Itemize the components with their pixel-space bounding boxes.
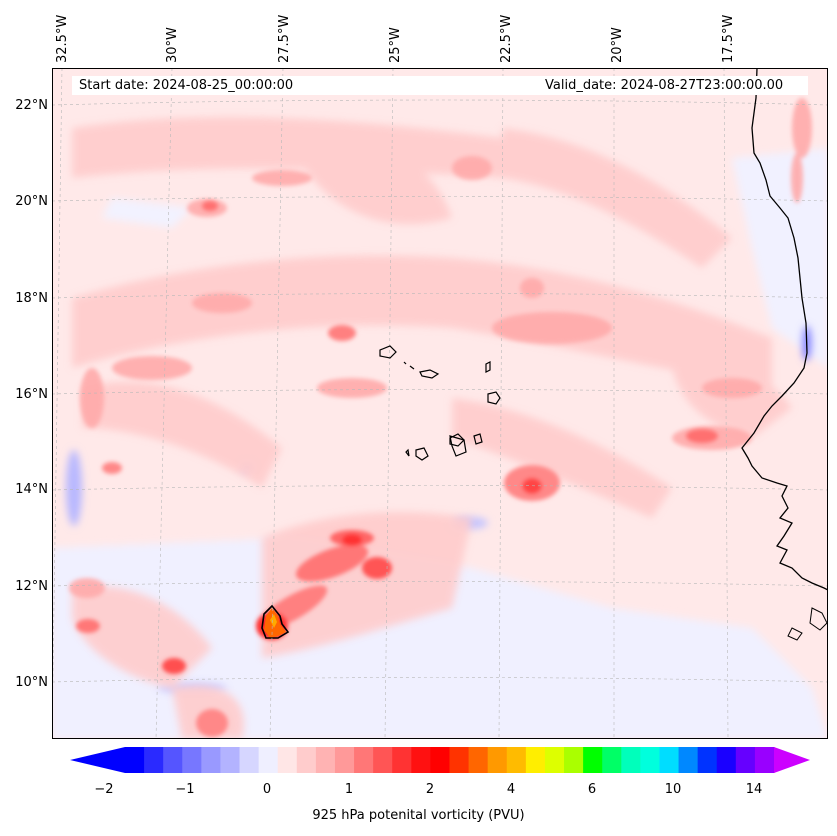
colorbar-cell <box>125 747 145 773</box>
colorbar-cell <box>697 747 718 773</box>
colorbar-cell <box>525 747 546 773</box>
colorbar-extend-min <box>70 747 125 773</box>
colorbar-cell <box>659 747 680 773</box>
colorbar <box>70 747 810 773</box>
start-date-label: Start date: 2024-08-25_00:00:00 <box>79 78 294 93</box>
colorbar-extend-max <box>774 747 810 773</box>
lat-tick-label: 18°N <box>15 291 48 306</box>
info-banner <box>72 76 808 95</box>
cape-verde-islands <box>379 345 501 461</box>
lon-tick-label: 27.5°W <box>277 14 292 63</box>
colorbar-cell <box>640 747 661 773</box>
colorbar-cell <box>373 747 393 773</box>
african-coastline <box>741 68 828 591</box>
colorbar-cell <box>449 747 470 773</box>
lat-tick-label: 12°N <box>15 579 48 594</box>
lon-tick-label: 20°W <box>610 27 625 63</box>
colorbar-cell <box>239 747 260 773</box>
colorbar-cell <box>564 747 584 773</box>
lat-tick-label: 22°N <box>15 98 48 113</box>
lat-tick-label: 14°N <box>15 482 48 497</box>
colorbar-tick: 14 <box>745 782 763 797</box>
colorbar-cell <box>315 747 336 773</box>
colorbar-tick: 2 <box>425 782 435 797</box>
colorbar-cell <box>678 747 699 773</box>
colorbar-cell <box>583 747 603 773</box>
medium-pv-streaks <box>69 98 812 598</box>
colorbar-label: 925 hPa potenital vorticity (PVU) <box>312 808 525 823</box>
lat-tick-label: 16°N <box>15 387 48 402</box>
colorbar-tick: −2 <box>94 782 114 797</box>
colorbar-tick: 1 <box>344 782 354 797</box>
colorbar-cell <box>277 747 298 773</box>
colorbar-cell <box>144 747 164 773</box>
colorbar-cell <box>258 747 279 773</box>
colorbar-cell <box>621 747 641 773</box>
colorbar-cell <box>354 747 374 773</box>
colorbar-cell <box>334 747 355 773</box>
lon-tick-label: 30°W <box>165 27 180 63</box>
colorbar-tick: 4 <box>506 782 516 797</box>
colorbar-cell <box>392 747 412 773</box>
colorbar-cell <box>430 747 451 773</box>
lon-tick-label: 32.5°W <box>55 14 70 63</box>
colorbar-cell <box>182 747 202 773</box>
colorbar-cell <box>735 747 756 773</box>
lat-tick-label: 20°N <box>15 194 48 209</box>
coastline-islands <box>787 607 828 641</box>
colorbar-cell <box>602 747 622 773</box>
colorbar-cell <box>411 747 432 773</box>
lat-tick-label: 10°N <box>15 675 48 690</box>
colorbar-cell <box>220 747 241 773</box>
colorbar-cell <box>201 747 222 773</box>
lon-tick-label: 22.5°W <box>499 14 514 63</box>
lon-tick-label: 17.5°W <box>721 14 736 63</box>
colorbar-tick: 10 <box>664 782 682 797</box>
pv-map <box>52 68 828 739</box>
valid-date-label: Valid_date: 2024-08-27T23:00:00.00 <box>545 78 784 93</box>
colorbar-cell <box>296 747 317 773</box>
pv-maximum-core <box>261 604 290 639</box>
colorbar-cell <box>163 747 183 773</box>
colorbar-cell <box>506 747 527 773</box>
colorbar-cell <box>468 747 489 773</box>
map-frame <box>52 68 828 739</box>
gridlines <box>52 68 828 739</box>
colorbar-tick: 6 <box>587 782 597 797</box>
colorbar-cell <box>754 747 775 773</box>
colorbar-tick: 0 <box>262 782 272 797</box>
colorbar-cell <box>487 747 508 773</box>
colorbar-cell <box>544 747 565 773</box>
light-pv-bands <box>72 117 792 739</box>
colorbar-tick: −1 <box>175 782 195 797</box>
colorbar-cell <box>716 747 737 773</box>
lon-tick-label: 25°W <box>388 27 403 63</box>
colorbar-cells <box>125 747 775 773</box>
